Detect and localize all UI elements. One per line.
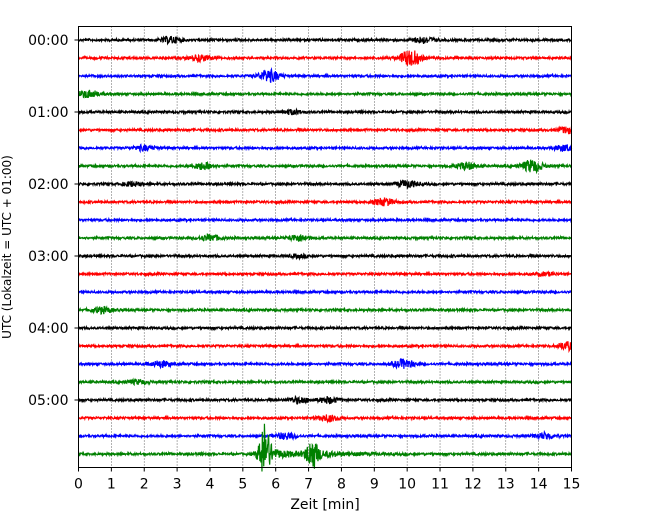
x-tick-label-15: 15 bbox=[563, 477, 581, 493]
x-tick-label-11: 11 bbox=[431, 477, 449, 493]
x-tick-label-3: 3 bbox=[173, 477, 182, 493]
traces bbox=[77, 35, 573, 472]
x-tick-label-4: 4 bbox=[206, 477, 215, 493]
y-axis-label: UTC (Lokalzeit = UTC + 01:00) bbox=[0, 155, 14, 339]
trace-0415 bbox=[78, 341, 573, 354]
trace-0515 bbox=[77, 414, 572, 424]
y-axis-ticks: 00:00 01:00 02:00 03:00 04:00 05:00 bbox=[28, 33, 79, 409]
x-axis-ticks: 0 1 2 3 4 5 6 7 8 9 10 11 12 13 14 15 bbox=[74, 467, 581, 493]
x-tick-label-5: 5 bbox=[238, 477, 247, 493]
x-tick-label-0: 0 bbox=[74, 477, 83, 493]
trace-0445 bbox=[77, 377, 573, 387]
plot-frame bbox=[78, 26, 572, 468]
trace-0030 bbox=[77, 66, 573, 83]
y-tick-label-01:00: 01:00 bbox=[28, 105, 68, 121]
trace-0015 bbox=[77, 50, 573, 66]
trace-0300 bbox=[78, 252, 573, 261]
x-tick-label-8: 8 bbox=[337, 477, 346, 493]
trace-0145 bbox=[77, 159, 573, 175]
x-tick-label-1: 1 bbox=[107, 477, 116, 493]
trace-0045 bbox=[77, 89, 573, 99]
x-tick-label-10: 10 bbox=[398, 477, 416, 493]
trace-0400 bbox=[78, 324, 573, 332]
trace-0530 bbox=[78, 429, 573, 441]
trace-0215 bbox=[77, 197, 572, 207]
x-tick-label-2: 2 bbox=[140, 477, 149, 493]
trace-0130 bbox=[77, 143, 573, 154]
x-tick-label-12: 12 bbox=[464, 477, 482, 493]
y-tick-label-04:00: 04:00 bbox=[28, 321, 68, 337]
trace-0430 bbox=[78, 358, 572, 370]
trace-0345 bbox=[78, 305, 573, 315]
x-tick-label-14: 14 bbox=[530, 477, 548, 493]
x-tick-label-13: 13 bbox=[497, 477, 515, 493]
trace-0000 bbox=[77, 35, 573, 46]
trace-0315 bbox=[77, 270, 573, 278]
trace-0545 bbox=[77, 423, 573, 472]
x-tick-label-7: 7 bbox=[304, 477, 313, 493]
trace-0115 bbox=[77, 125, 573, 135]
trace-0230 bbox=[77, 216, 573, 224]
trace-0100 bbox=[78, 107, 572, 116]
y-tick-label-00:00: 00:00 bbox=[28, 33, 68, 49]
trace-0200 bbox=[78, 179, 573, 190]
trace-0245 bbox=[77, 233, 573, 243]
y-tick-label-02:00: 02:00 bbox=[28, 177, 68, 193]
x-tick-label-9: 9 bbox=[370, 477, 379, 493]
x-axis-label: Zeit [min] bbox=[290, 497, 359, 513]
x-tick-label-6: 6 bbox=[271, 477, 280, 493]
y-tick-label-03:00: 03:00 bbox=[28, 249, 68, 265]
y-tick-label-05:00: 05:00 bbox=[28, 393, 68, 409]
trace-0500 bbox=[78, 394, 572, 405]
trace-0330 bbox=[77, 288, 573, 296]
